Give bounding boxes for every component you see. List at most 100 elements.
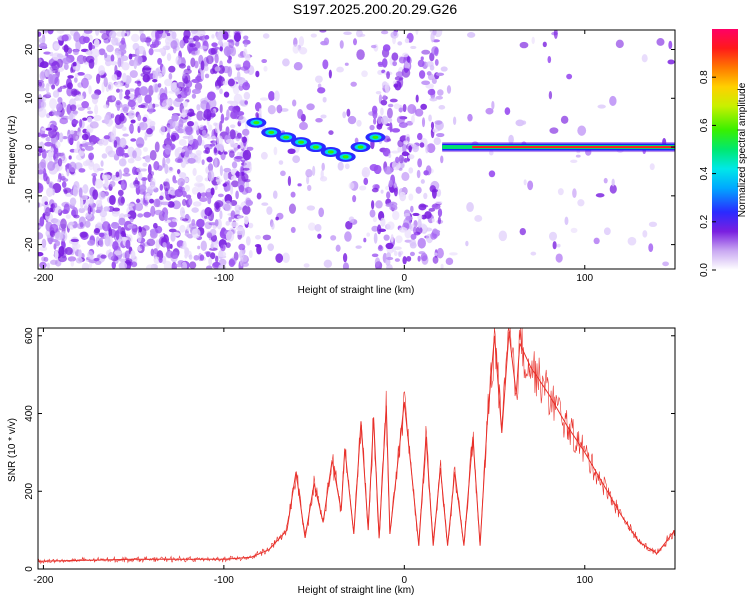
noise-dot	[418, 70, 426, 79]
noise-dot	[97, 254, 101, 259]
noise-dot	[393, 187, 398, 197]
noise-dot	[122, 173, 131, 177]
noise-dot	[222, 183, 228, 187]
noise-dot	[243, 161, 251, 169]
noise-dot	[111, 74, 118, 81]
noise-dot	[70, 260, 75, 267]
noise-dot	[373, 232, 378, 244]
noise-dot	[49, 182, 53, 189]
noise-dot	[263, 65, 268, 72]
y-tick-label: 0	[24, 566, 35, 572]
noise-dot	[191, 93, 197, 99]
noise-dot	[187, 145, 193, 155]
noise-dot	[371, 187, 379, 193]
noise-dot	[261, 202, 269, 206]
noise-dot	[242, 149, 252, 161]
noise-dot	[280, 108, 289, 112]
noise-dot	[382, 94, 387, 100]
noise-dot	[74, 162, 83, 170]
noise-dot	[276, 104, 283, 114]
noise-dot	[242, 82, 251, 91]
noise-dot	[159, 195, 164, 201]
x-tick-label: -200	[33, 575, 53, 586]
noise-dot	[344, 163, 350, 170]
noise-dot	[48, 73, 54, 85]
noise-dot	[266, 206, 273, 215]
noise-dot	[88, 42, 93, 51]
noise-dot	[395, 235, 403, 244]
noise-dot	[609, 184, 617, 194]
noise-dot	[195, 149, 202, 156]
noise-dot	[144, 155, 151, 163]
noise-dot	[51, 61, 60, 71]
noise-dot	[80, 77, 89, 89]
noise-dot	[146, 128, 153, 135]
noise-dot	[391, 52, 399, 61]
noise-dot	[226, 100, 234, 104]
noise-dot	[234, 204, 241, 213]
noise-dot	[137, 114, 142, 122]
noise-dot	[87, 116, 93, 123]
noise-dot	[344, 231, 352, 242]
noise-dot	[160, 124, 166, 136]
noise-dot	[435, 95, 443, 100]
spectrogram-signal	[246, 117, 675, 162]
noise-dot	[174, 148, 180, 158]
noise-dot	[143, 147, 148, 152]
noise-dot	[161, 99, 171, 110]
noise-dot	[648, 221, 658, 227]
noise-dot	[393, 250, 398, 257]
noise-dot	[434, 252, 438, 256]
noise-dot	[119, 90, 123, 101]
noise-dot	[54, 76, 60, 87]
signal-blob	[268, 130, 275, 135]
noise-dot	[322, 59, 329, 70]
noise-dot	[199, 45, 208, 50]
noise-dot	[87, 110, 94, 115]
noise-dot	[75, 94, 84, 101]
noise-dot	[184, 184, 190, 192]
noise-dot	[282, 252, 290, 264]
noise-dot	[384, 82, 390, 94]
noise-dot	[115, 146, 125, 157]
noise-dot	[398, 154, 404, 164]
noise-dot	[488, 170, 496, 178]
noise-dot	[70, 104, 77, 112]
noise-dot	[178, 63, 186, 69]
noise-dot	[216, 31, 225, 41]
noise-dot	[420, 56, 424, 61]
noise-dot	[165, 241, 171, 249]
noise-dot	[347, 115, 357, 125]
noise-dot	[369, 124, 375, 131]
noise-dot	[73, 77, 78, 83]
noise-dot	[197, 245, 201, 250]
noise-dot	[170, 251, 179, 259]
noise-dot	[231, 180, 239, 188]
noise-dot	[38, 107, 47, 118]
noise-dot	[371, 253, 379, 258]
noise-dot	[210, 98, 217, 109]
noise-dot	[406, 255, 412, 262]
noise-dot	[44, 201, 48, 206]
noise-dot	[165, 36, 173, 40]
noise-dot	[121, 37, 126, 45]
noise-dot	[390, 31, 399, 39]
noise-dot	[328, 130, 334, 136]
noise-dot	[85, 129, 92, 133]
noise-dot	[523, 179, 527, 186]
noise-dot	[231, 161, 238, 169]
noise-dot	[91, 45, 96, 50]
noise-dot	[130, 261, 138, 268]
noise-dot	[642, 230, 648, 238]
noise-dot	[79, 35, 87, 45]
noise-dot	[84, 142, 92, 146]
noise-dot	[175, 263, 184, 268]
noise-dot	[56, 30, 65, 34]
noise-dot	[42, 96, 47, 102]
noise-dot	[92, 136, 100, 142]
noise-dot	[114, 114, 122, 126]
noise-dot	[380, 107, 384, 116]
noise-dot	[137, 95, 143, 104]
noise-dot	[136, 45, 146, 55]
